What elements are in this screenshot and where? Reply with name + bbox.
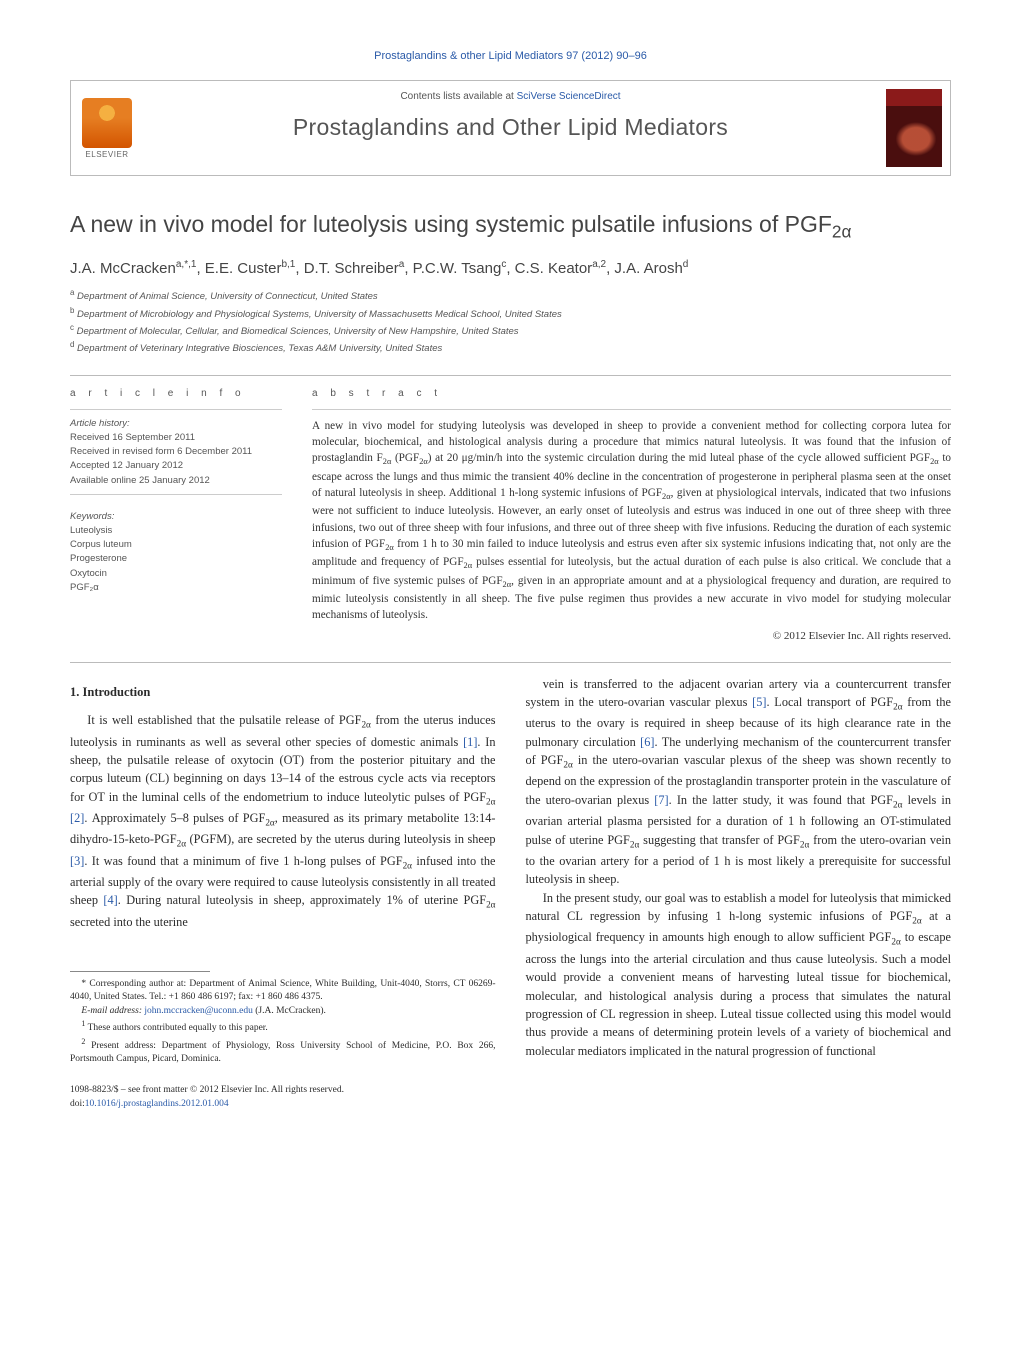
sub-divider — [312, 409, 951, 410]
info-abstract-row: a r t i c l e i n f o Article history: R… — [70, 388, 951, 642]
abstract-text: A new in vivo model for studying luteoly… — [312, 418, 951, 624]
section-heading-intro: 1. Introduction — [70, 683, 496, 702]
header-center: Contents lists available at SciVerse Sci… — [143, 81, 878, 175]
body-paragraph: vein is transferred to the adjacent ovar… — [526, 675, 952, 889]
journal-name: Prostaglandins and Other Lipid Mediators — [155, 114, 866, 141]
affiliations: a Department of Animal Science, Universi… — [70, 287, 951, 357]
fn-equal: 1 These authors contributed equally to t… — [70, 1018, 496, 1035]
sub-divider — [70, 409, 282, 410]
body-columns: 1. Introduction It is well established t… — [70, 675, 951, 1112]
abstract-block: a b s t r a c t A new in vivo model for … — [312, 388, 951, 642]
journal-header: ELSEVIER Contents lists available at Sci… — [70, 80, 951, 176]
doi-link[interactable]: 10.1016/j.prostaglandins.2012.01.004 — [85, 1099, 229, 1109]
footnotes: * Corresponding author at: Department of… — [70, 978, 496, 1066]
fn-present-text: Present address: Department of Physiolog… — [70, 1041, 496, 1064]
abstract-heading: a b s t r a c t — [312, 388, 951, 399]
divider — [70, 375, 951, 376]
article-info-heading: a r t i c l e i n f o — [70, 388, 282, 399]
doi-label: doi: — [70, 1099, 85, 1109]
cover-image — [886, 89, 942, 167]
keywords-block: Keywords: LuteolysisCorpus luteumProgest… — [70, 511, 282, 595]
contents-prefix: Contents lists available at — [400, 91, 516, 102]
issn-line: 1098-8823/$ – see front matter © 2012 El… — [70, 1084, 496, 1098]
email-label: E-mail address: — [81, 1006, 142, 1016]
sub-divider — [70, 494, 282, 495]
keywords-label: Keywords: — [70, 511, 282, 522]
fn-equal-text: These authors contributed equally to thi… — [88, 1023, 268, 1033]
body-paragraph: In the present study, our goal was to es… — [526, 889, 952, 1061]
abstract-copyright: © 2012 Elsevier Inc. All rights reserved… — [312, 630, 951, 642]
elsevier-tree-icon — [82, 98, 132, 148]
fn-corresponding: * Corresponding author at: Department of… — [70, 978, 496, 1005]
sciencedirect-link[interactable]: SciVerse ScienceDirect — [517, 91, 621, 102]
journal-cover-thumb — [878, 81, 950, 175]
email-link[interactable]: john.mccracken@uconn.edu — [144, 1006, 252, 1016]
running-head: Prostaglandins & other Lipid Mediators 9… — [70, 50, 951, 62]
keywords-list: LuteolysisCorpus luteumProgesteroneOxyto… — [70, 524, 282, 595]
article-title: A new in vivo model for luteolysis using… — [70, 210, 951, 243]
elsevier-label: ELSEVIER — [85, 150, 128, 159]
running-head-link[interactable]: Prostaglandins & other Lipid Mediators 9… — [374, 50, 647, 62]
history-lines: Received 16 September 2011Received in re… — [70, 431, 282, 488]
elsevier-logo: ELSEVIER — [71, 81, 143, 175]
contents-line: Contents lists available at SciVerse Sci… — [155, 91, 866, 102]
body-paragraph: It is well established that the pulsatil… — [70, 711, 496, 931]
article-info-block: a r t i c l e i n f o Article history: R… — [70, 388, 282, 642]
journal-page: Prostaglandins & other Lipid Mediators 9… — [0, 0, 1021, 1152]
bottom-meta: 1098-8823/$ – see front matter © 2012 El… — [70, 1084, 496, 1112]
fn-present-address: 2 Present address: Department of Physiol… — [70, 1036, 496, 1067]
history-label: Article history: — [70, 418, 282, 429]
author-list: J.A. McCrackena,*,1, E.E. Custerb,1, D.T… — [70, 259, 951, 277]
divider — [70, 662, 951, 663]
footnote-rule — [70, 971, 210, 972]
doi-line: doi:10.1016/j.prostaglandins.2012.01.004 — [70, 1098, 496, 1112]
fn-email: E-mail address: john.mccracken@uconn.edu… — [70, 1005, 496, 1018]
email-suffix: (J.A. McCracken). — [253, 1006, 326, 1016]
